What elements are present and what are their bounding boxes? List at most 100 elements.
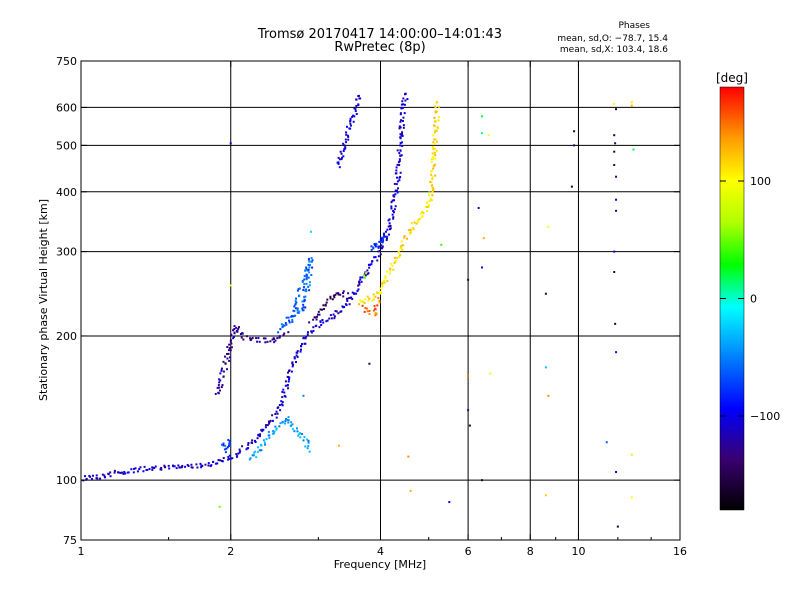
echo-point [254, 450, 257, 453]
echo-point [290, 370, 293, 373]
echo-point [329, 297, 332, 300]
echo-point [421, 210, 424, 213]
echo-point [360, 300, 363, 303]
echo-point [217, 459, 220, 462]
echo-point [401, 100, 404, 103]
echo-point [256, 451, 259, 454]
echo-point [184, 465, 187, 468]
echo-point [403, 235, 406, 238]
echo-point [401, 144, 404, 147]
echo-point [440, 243, 443, 246]
echo-point [372, 246, 375, 249]
echo-point [253, 439, 256, 442]
echo-point [273, 430, 276, 433]
echo-point [281, 390, 284, 393]
echo-point [296, 289, 299, 292]
echo-point [312, 326, 315, 329]
echo-point [427, 203, 430, 206]
echo-point [227, 352, 230, 355]
echo-point [468, 424, 471, 427]
echo-point [304, 342, 307, 345]
echo-point [312, 318, 315, 321]
echo-point [334, 293, 337, 296]
echo-point [394, 256, 397, 259]
echo-point [301, 309, 304, 312]
echo-point [277, 331, 280, 334]
echo-point [420, 212, 423, 215]
echo-point [357, 288, 360, 291]
echo-point [371, 299, 374, 302]
echo-point [547, 394, 550, 397]
echo-point [298, 294, 301, 297]
echo-point [287, 387, 290, 390]
echo-point [171, 464, 174, 467]
echo-point [279, 409, 282, 412]
echo-point [232, 329, 235, 332]
echo-point [482, 237, 485, 240]
echo-point [247, 442, 250, 445]
echo-point [280, 400, 283, 403]
echo-point [391, 264, 394, 267]
echo-point [175, 467, 178, 470]
echo-point [615, 470, 618, 473]
echo-point [385, 237, 388, 240]
echo-point [226, 346, 229, 349]
echo-point [262, 428, 265, 431]
echo-point [386, 235, 389, 238]
echo-point [363, 274, 366, 277]
echo-point [237, 452, 240, 455]
echo-point [311, 266, 314, 269]
echo-point [296, 350, 299, 353]
echo-point [304, 295, 307, 298]
echo-point [366, 295, 369, 298]
echo-point [389, 227, 392, 230]
echo-point [368, 297, 371, 300]
y-tick-label: 500 [56, 139, 77, 152]
echo-point [349, 119, 352, 122]
echo-point [312, 329, 315, 332]
phase-box-title: Phases [618, 21, 650, 31]
echo-point [370, 248, 373, 251]
echo-point [223, 448, 226, 451]
echo-point [432, 155, 435, 158]
echo-point [630, 453, 633, 456]
data-points [82, 92, 635, 528]
echo-point [353, 115, 356, 118]
echo-point [361, 300, 364, 303]
echo-point [325, 320, 328, 323]
echo-point [308, 260, 311, 263]
echo-point [268, 420, 271, 423]
echo-point [258, 340, 261, 343]
echo-point [268, 436, 271, 439]
echo-point [255, 337, 258, 340]
echo-point [613, 102, 616, 105]
phase-stats-o: mean, sd,O: −78.7, 15.4 [557, 34, 668, 44]
echo-point [299, 348, 302, 351]
echo-point [305, 288, 308, 291]
echo-point [160, 468, 163, 471]
echo-point [301, 307, 304, 310]
echo-point [308, 281, 311, 284]
echo-point [342, 142, 345, 145]
echo-point [237, 326, 240, 329]
echo-point [613, 134, 616, 137]
echo-point [262, 337, 265, 340]
echo-point [433, 142, 436, 145]
echo-point [436, 101, 439, 104]
echo-point [434, 147, 437, 150]
echo-point [379, 239, 382, 242]
echo-point [368, 266, 371, 269]
echo-point [309, 264, 312, 267]
echo-point [431, 157, 434, 160]
echo-point [291, 315, 294, 318]
echo-point [214, 462, 217, 465]
echo-point [305, 278, 308, 281]
echo-point [302, 303, 305, 306]
echo-point [544, 292, 547, 295]
echo-point [613, 163, 616, 166]
echo-point [121, 471, 124, 474]
echo-point [380, 292, 383, 295]
echo-point [398, 152, 401, 155]
echo-point [306, 331, 309, 334]
echo-point [255, 456, 258, 459]
